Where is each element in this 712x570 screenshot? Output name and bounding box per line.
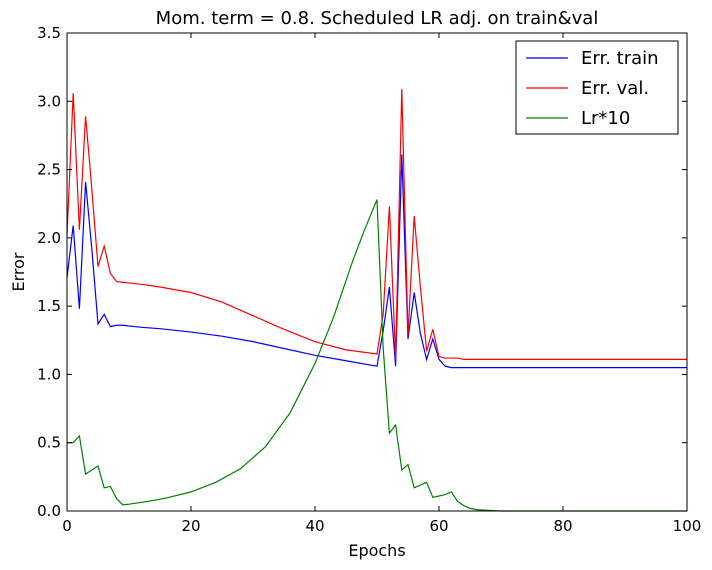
legend: Err. train Err. val. Lr*10 (515, 40, 679, 135)
y-tick-label: 1.0 (37, 365, 61, 383)
legend-label-1: Err. val. (581, 78, 649, 99)
chart-title: Mom. term = 0.8. Scheduled LR adj. on tr… (156, 8, 599, 29)
x-tick-label: 0 (62, 517, 72, 535)
legend-label-2: Lr*10 (581, 108, 630, 129)
series-line-2 (67, 199, 687, 512)
series-lines (66, 88, 687, 512)
plot-frame (66, 32, 688, 512)
legend-label-0: Err. train (581, 48, 659, 69)
series-line-0 (66, 154, 687, 369)
y-tick-label: 0.0 (37, 502, 61, 520)
y-tick-label: 2.0 (37, 229, 61, 247)
y-tick-label: 2.5 (37, 161, 61, 179)
y-tick-label: 3.0 (37, 92, 61, 110)
y-tick-label: 1.5 (37, 297, 61, 315)
x-tick-label: 20 (181, 517, 200, 535)
x-tick-label: 40 (305, 517, 324, 535)
x-tick-label: 60 (429, 517, 448, 535)
y-tick-label: 3.5 (37, 24, 61, 42)
ticks: 0 20 40 60 80 100 0.0 0.5 1.0 1.5 2.0 2.5 3.0 3.5 (37, 24, 701, 535)
y-tick-label: 0.5 (37, 434, 61, 452)
series-line-1 (66, 88, 687, 361)
x-tick-label: 80 (553, 517, 572, 535)
x-tick-label: 100 (673, 517, 702, 535)
x-axis-label: Epochs (348, 541, 405, 560)
y-axis-label: Error (9, 252, 28, 291)
